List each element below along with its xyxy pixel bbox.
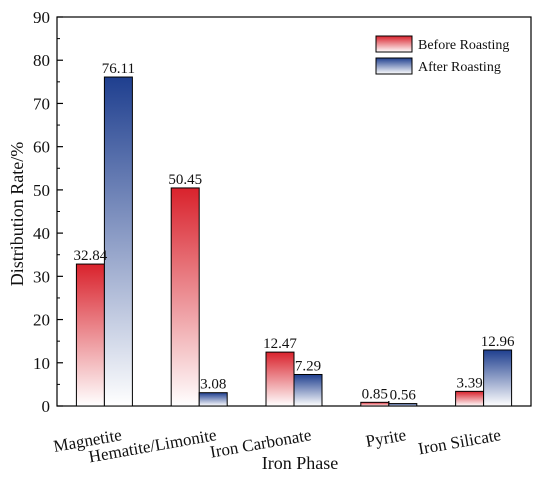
bar-iron-silicate-after-roasting	[483, 349, 513, 407]
bar-magnetite-after-roasting	[103, 76, 133, 407]
bar-pyrite-after-roasting	[388, 403, 418, 407]
bars	[75, 76, 513, 407]
legend: Before Roasting After Roasting	[375, 35, 509, 75]
bar-iron-carbonate-before-roasting	[265, 351, 295, 407]
y-tick-label: 20	[33, 311, 50, 330]
bar-pyrite-before-roasting	[360, 401, 390, 407]
data-label: 3.08	[200, 377, 226, 393]
y-tick-label: 10	[33, 354, 50, 373]
legend-label-before-roasting: Before Roasting	[418, 38, 509, 53]
y-tick-label: 30	[33, 267, 50, 286]
data-label: 0.56	[390, 388, 417, 404]
data-label: 12.47	[263, 336, 297, 352]
x-tick-label-pyrite: Pyrite	[364, 425, 407, 451]
bar-iron-silicate-before-roasting	[455, 390, 485, 407]
legend-swatch-before-roasting	[375, 35, 413, 53]
data-label: 0.85	[362, 386, 388, 402]
bar-hematite-limonite-before-roasting	[170, 187, 200, 407]
data-labels: 32.84 76.11 50.45 3.08 12.47 7.29 0.85 0.56 3.39…	[74, 61, 515, 404]
y-axis: 0 10 20 30 40 50 60 70 80 90	[33, 8, 63, 416]
y-axis-title: Distribution Rate/%	[7, 142, 27, 286]
legend-label-after-roasting: After Roasting	[418, 60, 501, 75]
y-tick-label: 70	[33, 94, 50, 113]
data-label: 76.11	[102, 61, 135, 77]
data-label: 3.39	[456, 375, 482, 391]
data-label: 12.96	[481, 334, 515, 350]
bar-iron-carbonate-after-roasting	[293, 373, 323, 407]
y-tick-label: 40	[33, 224, 50, 243]
data-label: 32.84	[74, 248, 108, 264]
data-label: 7.29	[295, 358, 321, 374]
bar-magnetite-before-roasting	[75, 263, 105, 407]
bar-hematite-limonite-after-roasting	[198, 392, 228, 407]
x-tick-label-iron-silicate: Iron Silicate	[417, 425, 503, 458]
y-tick-label: 80	[33, 51, 50, 70]
y-tick-label: 50	[33, 181, 50, 200]
y-tick-label: 60	[33, 138, 50, 157]
legend-swatch-after-roasting	[375, 57, 413, 75]
x-axis-title: Iron Phase	[262, 453, 338, 473]
data-label: 50.45	[168, 172, 202, 188]
y-tick-label: 0	[42, 397, 51, 416]
y-tick-label: 90	[33, 8, 50, 27]
